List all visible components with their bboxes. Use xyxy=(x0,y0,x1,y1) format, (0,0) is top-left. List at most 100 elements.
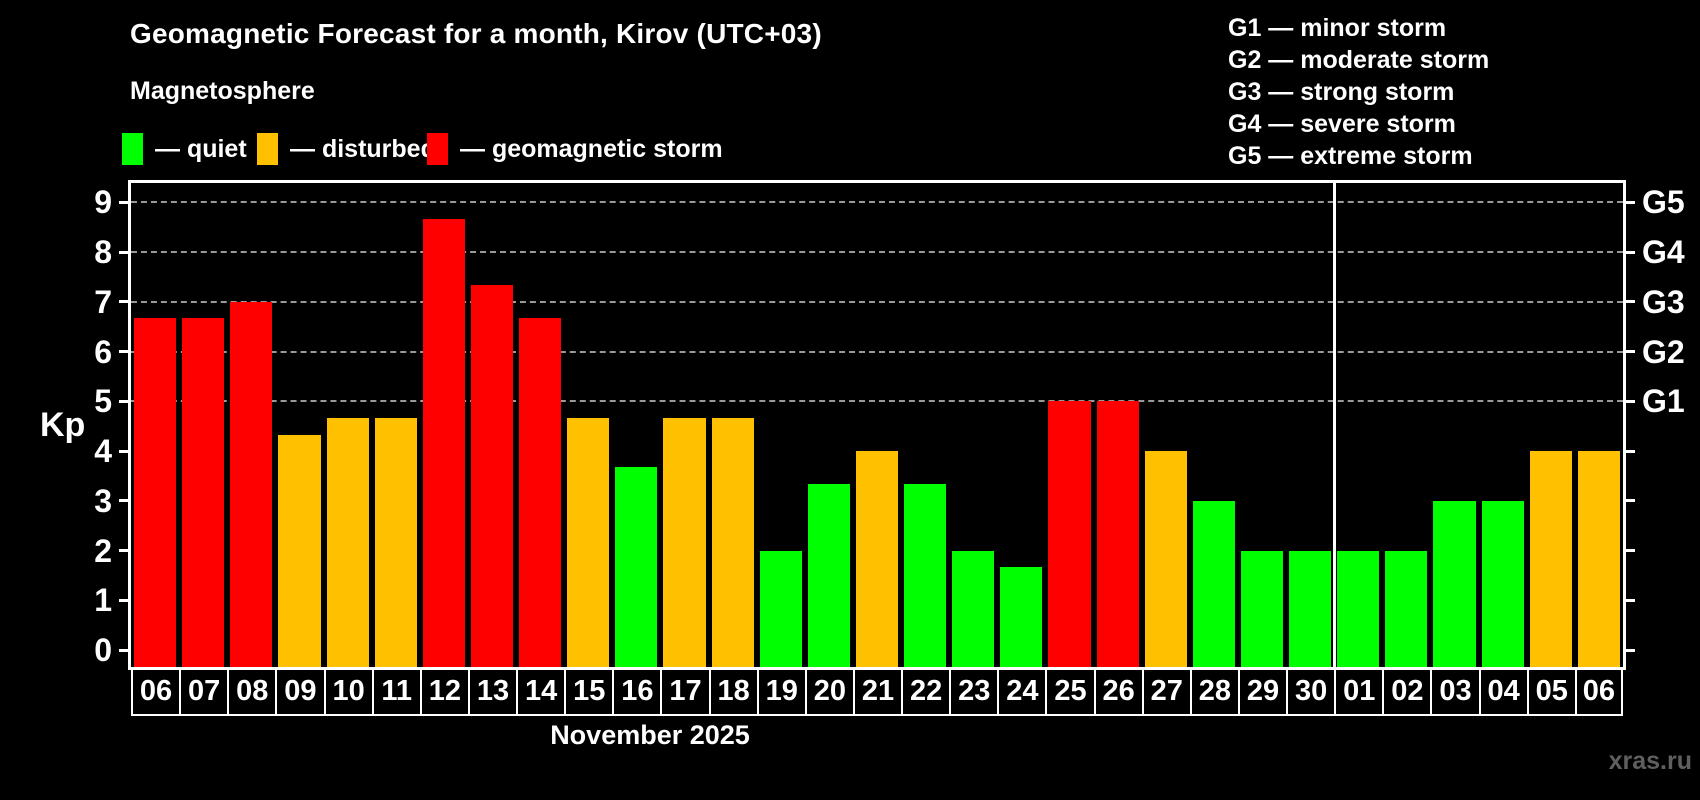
left-tick-kp0 xyxy=(119,648,131,652)
bar-day-01 xyxy=(1337,550,1380,667)
day-label-10-nov: 10 xyxy=(323,667,374,716)
gridline-kp7 xyxy=(131,300,1623,303)
day-label-14-nov: 14 xyxy=(516,667,567,716)
gridline-kp6 xyxy=(131,350,1623,353)
bar-day-10 xyxy=(326,417,369,667)
y-tick-label-3: 3 xyxy=(94,482,112,519)
bar-day-26 xyxy=(1096,401,1139,667)
day-label-16-nov: 16 xyxy=(612,667,663,716)
quiet-color-swatch xyxy=(122,133,143,165)
left-tick-kp1 xyxy=(119,598,131,602)
bar-day-05 xyxy=(1529,451,1572,667)
day-label-09-nov: 09 xyxy=(275,667,326,716)
legend-item-disturbed: — disturbed xyxy=(257,132,436,166)
right-tick-kp7 xyxy=(1623,300,1635,304)
left-tick-kp7 xyxy=(119,300,131,304)
day-label-13-nov: 13 xyxy=(467,667,519,716)
gridline-kp8 xyxy=(131,251,1623,254)
bar-day-28 xyxy=(1192,500,1235,667)
storm-legend-item-g1: G1 — minor storm xyxy=(1228,14,1447,42)
right-tick-kp2 xyxy=(1623,549,1635,553)
legend-item-quiet: — quiet xyxy=(122,132,247,166)
gridline-kp9 xyxy=(131,201,1623,204)
right-tick-kp6 xyxy=(1623,350,1635,354)
day-label-06-nov: 06 xyxy=(131,667,182,716)
day-label-15-nov: 15 xyxy=(564,667,615,716)
day-label-25-nov: 25 xyxy=(1045,667,1096,716)
watermark: xras.ru xyxy=(1608,747,1692,775)
left-tick-kp5 xyxy=(119,399,131,403)
disturbed-color-swatch xyxy=(257,133,278,165)
x-axis-title: November 2025 xyxy=(550,720,750,750)
g-scale-label-g3: G3 xyxy=(1642,283,1685,320)
bar-day-07 xyxy=(182,318,225,667)
day-label-21-nov: 21 xyxy=(852,667,904,716)
day-label-29-nov: 29 xyxy=(1237,667,1289,716)
y-tick-label-2: 2 xyxy=(94,532,112,569)
day-label-05-dec: 05 xyxy=(1526,667,1577,716)
page-title: Geomagnetic Forecast for a month, Kirov … xyxy=(130,18,822,49)
y-tick-label-1: 1 xyxy=(94,582,112,619)
day-label-26-nov: 26 xyxy=(1093,667,1144,716)
right-tick-kp1 xyxy=(1623,598,1635,602)
bar-day-12 xyxy=(422,218,465,667)
g-scale-label-g4: G4 xyxy=(1642,234,1685,271)
y-tick-label-4: 4 xyxy=(94,433,112,470)
day-label-23-nov: 23 xyxy=(949,667,1000,716)
bar-day-09 xyxy=(278,434,321,667)
bar-day-18 xyxy=(711,417,754,667)
bar-day-13 xyxy=(470,285,514,667)
month-divider-line xyxy=(1332,183,1336,667)
day-label-28-nov: 28 xyxy=(1189,667,1240,716)
bar-day-30 xyxy=(1289,550,1332,667)
bar-day-02 xyxy=(1385,550,1428,667)
right-tick-kp9 xyxy=(1623,200,1635,204)
bar-day-04 xyxy=(1481,500,1524,667)
y-tick-label-7: 7 xyxy=(94,283,112,320)
right-tick-kp3 xyxy=(1623,499,1635,503)
left-tick-kp4 xyxy=(119,449,131,453)
plot-area xyxy=(131,183,1623,667)
left-tick-kp9 xyxy=(119,200,131,204)
storm-legend-item-g5: G5 — extreme storm xyxy=(1228,142,1473,170)
bar-day-06 xyxy=(1577,451,1620,667)
right-tick-kp5 xyxy=(1623,399,1635,403)
day-label-18-nov: 18 xyxy=(708,667,759,716)
day-label-22-nov: 22 xyxy=(901,667,952,716)
g-scale-label-g1: G1 xyxy=(1642,383,1685,420)
right-tick-kp4 xyxy=(1623,449,1635,453)
bar-day-17 xyxy=(663,417,706,667)
storm-legend-item-g2: G2 — moderate storm xyxy=(1228,46,1490,74)
day-label-06-dec: 06 xyxy=(1574,667,1623,716)
y-axis-title: Kp xyxy=(40,406,86,444)
storm-color-swatch xyxy=(427,133,448,165)
bar-day-14 xyxy=(519,318,562,667)
bar-day-20 xyxy=(807,484,850,667)
storm-scale-legend: G1 — minor storm G2 — moderate storm G3 … xyxy=(1228,12,1489,172)
day-label-03-dec: 03 xyxy=(1430,667,1481,716)
bar-day-27 xyxy=(1144,451,1187,667)
magnetosphere-label: Magnetosphere xyxy=(130,77,315,105)
bar-day-11 xyxy=(374,417,417,667)
bar-day-24 xyxy=(1000,566,1043,667)
bar-day-25 xyxy=(1048,401,1091,667)
day-label-11-nov: 11 xyxy=(371,667,422,716)
bar-day-06 xyxy=(134,318,177,667)
day-label-08-nov: 08 xyxy=(227,667,278,716)
left-tick-kp8 xyxy=(119,250,131,254)
right-tick-kp8 xyxy=(1623,250,1635,254)
bar-day-23 xyxy=(952,550,995,667)
y-tick-label-8: 8 xyxy=(94,234,112,271)
bar-day-19 xyxy=(759,550,802,667)
bar-day-08 xyxy=(230,301,273,667)
bar-day-29 xyxy=(1240,550,1284,667)
storm-legend-item-g3: G3 — strong storm xyxy=(1228,78,1455,106)
legend-item-storm: — geomagnetic storm xyxy=(427,132,723,166)
right-tick-kp0 xyxy=(1623,648,1635,652)
day-label-04-dec: 04 xyxy=(1478,667,1529,716)
g-scale-label-g5: G5 xyxy=(1642,184,1685,221)
day-label-19-nov: 19 xyxy=(756,667,807,716)
y-tick-label-6: 6 xyxy=(94,333,112,370)
bar-day-21 xyxy=(855,451,899,667)
